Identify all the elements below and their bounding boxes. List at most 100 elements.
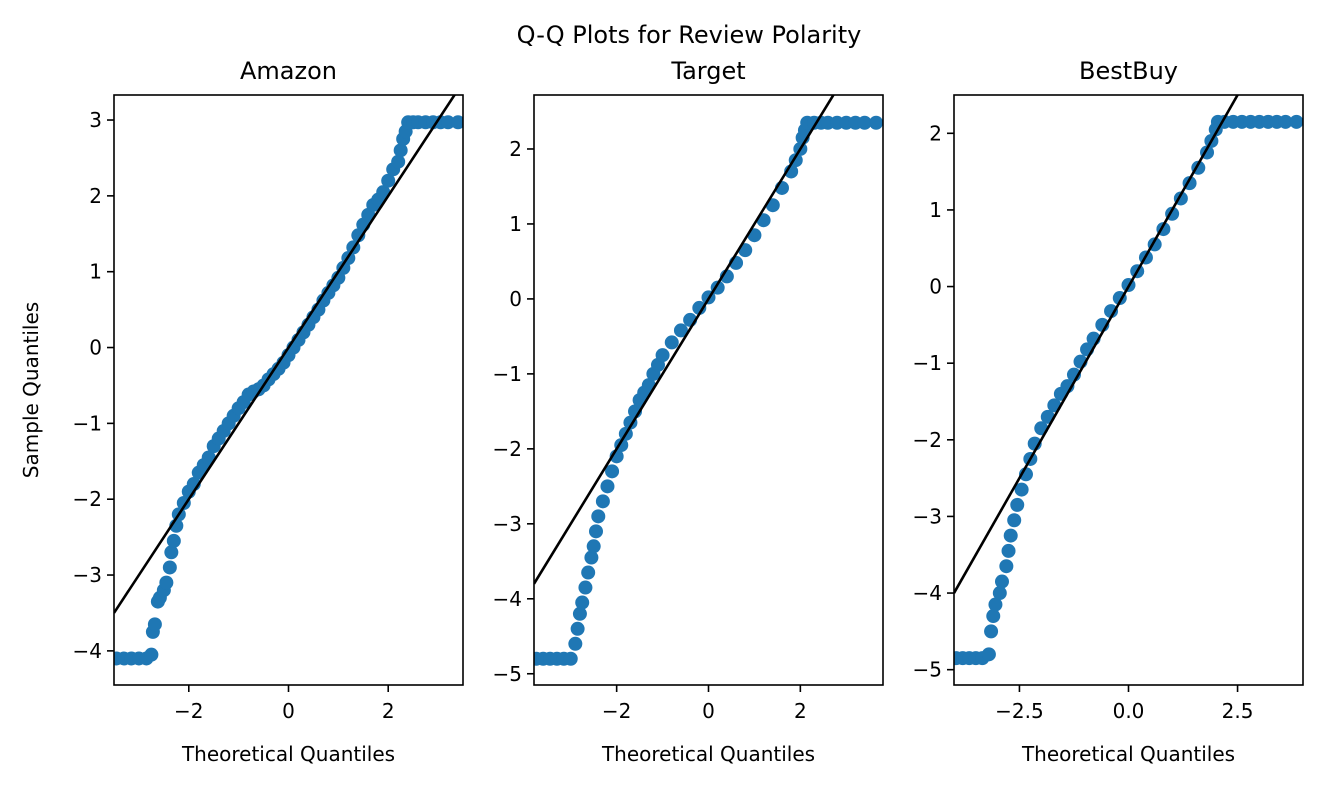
points-bestbuy (954, 114, 1303, 666)
y-tick-label: −5 (913, 658, 942, 682)
y-tick-label: 1 (929, 198, 942, 222)
data-point (393, 143, 408, 158)
y-tick-label: 0 (929, 275, 942, 299)
y-tick-label: 2 (509, 137, 522, 161)
data-point (581, 565, 596, 580)
y-tick-label: 1 (509, 212, 522, 236)
data-point (391, 154, 406, 169)
data-point (1278, 114, 1293, 129)
x-tick-label: 0.0 (1113, 699, 1145, 723)
data-point (584, 550, 599, 565)
reference-line (114, 95, 457, 614)
y-tick-label: −2 (493, 437, 522, 461)
data-point (992, 586, 1007, 601)
data-point (1007, 513, 1022, 528)
data-point (568, 636, 583, 651)
data-point (144, 647, 159, 662)
data-point (162, 560, 177, 575)
points-target (534, 115, 883, 666)
data-point (981, 647, 996, 662)
y-tick-label: 0 (509, 287, 522, 311)
data-point (575, 595, 590, 610)
data-point (441, 115, 456, 130)
data-point (999, 559, 1014, 574)
x-tick-label: −2 (174, 699, 203, 723)
data-point (588, 524, 603, 539)
data-point (451, 115, 463, 130)
data-point (988, 597, 1003, 612)
data-point (563, 651, 578, 666)
subplot-panels: −2 0 2 −4 −3 −2 −1 0 1 2 3 Amazon Theoretical Quanti… (19, 57, 1304, 766)
data-point (201, 450, 216, 465)
subplot-amazon: −2 0 2 −4 −3 −2 −1 0 1 2 3 Amazon Theoretical Quanti… (19, 57, 464, 766)
data-point (166, 533, 181, 548)
y-tick-label: −3 (73, 563, 102, 587)
data-point (1289, 114, 1303, 129)
data-point (984, 624, 999, 639)
y-tick-label: −4 (913, 581, 942, 605)
y-tick-label: −2 (913, 428, 942, 452)
data-point (572, 606, 587, 621)
x-tick-label: 2 (382, 699, 395, 723)
data-point (869, 115, 883, 130)
x-axis-label: Theoretical Quantiles (1021, 742, 1235, 766)
data-point (655, 348, 670, 363)
y-tick-label: −1 (913, 351, 942, 375)
data-point (1014, 482, 1029, 497)
subplot-target: −2 0 2 −5 −4 −3 −2 −1 0 1 2 Target Theoretical Quant… (493, 57, 884, 766)
data-point (570, 621, 585, 636)
data-point (692, 300, 707, 315)
axes-frame (953, 94, 1304, 686)
data-point (1001, 543, 1016, 558)
data-point (159, 575, 174, 590)
data-point (1003, 528, 1018, 543)
data-point (381, 173, 396, 188)
y-tick-label: −1 (73, 411, 102, 435)
y-tick-label: 1 (89, 260, 102, 284)
data-point (586, 539, 601, 554)
x-tick-label: −2 (602, 699, 631, 723)
x-tick-label: 0 (282, 699, 295, 723)
data-point (164, 545, 179, 560)
data-point (857, 115, 872, 130)
y-tick-label: −4 (493, 587, 522, 611)
subplot-title: Target (670, 57, 745, 85)
y-tick-label: −3 (493, 512, 522, 536)
figure-suptitle: Q-Q Plots for Review Polarity (517, 21, 862, 49)
data-point (994, 574, 1009, 589)
axes-frame (533, 94, 884, 686)
x-axis-label: Theoretical Quantiles (601, 742, 815, 766)
y-tick-label: 2 (929, 121, 942, 145)
x-tick-label: 2 (794, 699, 807, 723)
data-point (664, 335, 679, 350)
x-tick-label: −2.5 (995, 699, 1044, 723)
y-tick-label: 3 (89, 108, 102, 132)
reference-line (954, 95, 1240, 594)
y-tick-label: −1 (493, 362, 522, 386)
subplot-title: BestBuy (1079, 57, 1178, 85)
data-point (595, 494, 610, 509)
data-point (578, 580, 593, 595)
reference-line (534, 95, 835, 585)
data-point (673, 323, 688, 338)
data-point (1010, 497, 1025, 512)
data-point (351, 228, 366, 243)
data-point (147, 617, 162, 632)
data-point (605, 464, 620, 479)
y-axis-label: Sample Quantiles (19, 302, 43, 478)
data-point (986, 609, 1001, 624)
subplot-title: Amazon (240, 57, 337, 85)
y-tick-label: 2 (89, 184, 102, 208)
data-point (376, 185, 391, 200)
y-tick-label: −3 (913, 504, 942, 528)
y-tick-label: −5 (493, 662, 522, 686)
data-point (591, 509, 606, 524)
x-tick-label: 0 (702, 699, 715, 723)
points-amazon (114, 115, 463, 666)
y-tick-label: −2 (73, 487, 102, 511)
data-point (600, 479, 615, 494)
y-tick-label: −4 (73, 639, 102, 663)
data-point (1104, 304, 1119, 319)
x-axis-label: Theoretical Quantiles (181, 742, 395, 766)
